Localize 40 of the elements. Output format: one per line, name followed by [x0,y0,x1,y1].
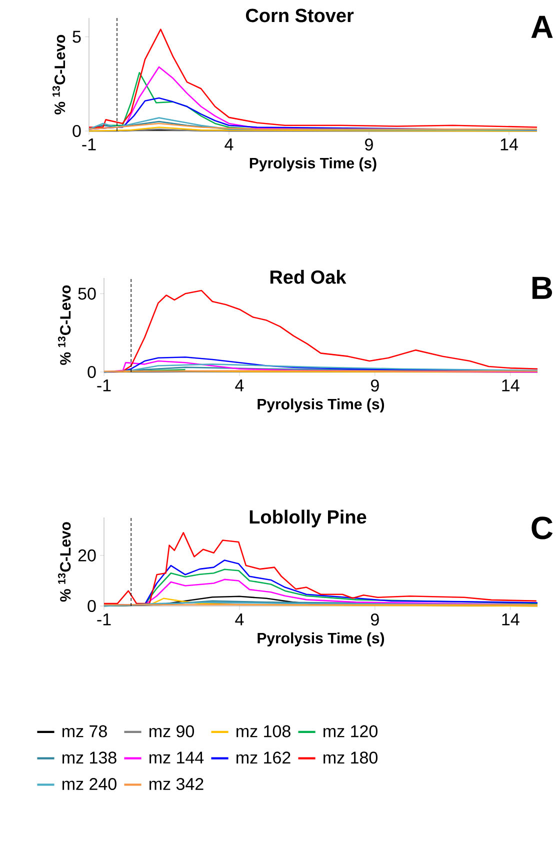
x-tick-label: 14 [500,138,518,150]
x-axis-title: Pyrolysis Time (s) [250,157,376,172]
x-axis-title: Pyrolysis Time (s) [258,632,384,646]
y-axis-title: % $^{13}$C-Levo [52,34,66,114]
annotation: A [531,16,553,38]
legend-label: mz 144 [150,752,204,764]
x-axis-title: Pyrolysis Time (s) [258,398,384,412]
x-tick-label: -1 [82,138,96,150]
x-tick-label: 4 [235,614,244,626]
annotation: C [532,516,553,540]
x-tick-label: 14 [502,614,520,626]
legend-label: mz 120 [324,725,378,738]
y-tick-label: 0 [72,124,81,138]
y-tick-label: 50 [78,288,96,300]
x-tick-label: -1 [97,614,111,626]
legend-label: mz 78 [62,725,107,738]
legend-label: mz 108 [236,725,290,738]
legend-label: mz 342 [150,778,204,790]
chart-title: Red Oak [270,270,346,284]
x-tick-label: -1 [97,380,111,392]
x-tick-label: 9 [365,138,373,151]
legend-label: mz 138 [62,752,116,764]
y-tick-label: 0 [88,600,96,612]
legend-label: mz 180 [324,752,378,764]
y-axis-title: % $^{13}$C-Levo [58,285,71,365]
legend-label: mz 162 [236,752,290,764]
x-tick-label: 4 [224,138,234,150]
annotation: B [532,276,552,299]
x-tick-label: 9 [371,380,379,392]
y-tick-label: 0 [88,366,96,378]
x-tick-label: 9 [371,614,379,626]
y-tick-label: 5 [72,30,81,43]
chart-title: Loblolly Pine [250,510,366,528]
legend-label: mz 240 [62,778,116,790]
legend-label: mz 90 [150,725,194,738]
y-tick-label: 20 [78,549,96,562]
chart-title: Corn Stover [246,8,354,22]
x-tick-label: 14 [502,380,520,392]
x-tick-label: 4 [235,380,244,392]
y-axis-title: % $^{13}$C-Levo [58,522,71,602]
